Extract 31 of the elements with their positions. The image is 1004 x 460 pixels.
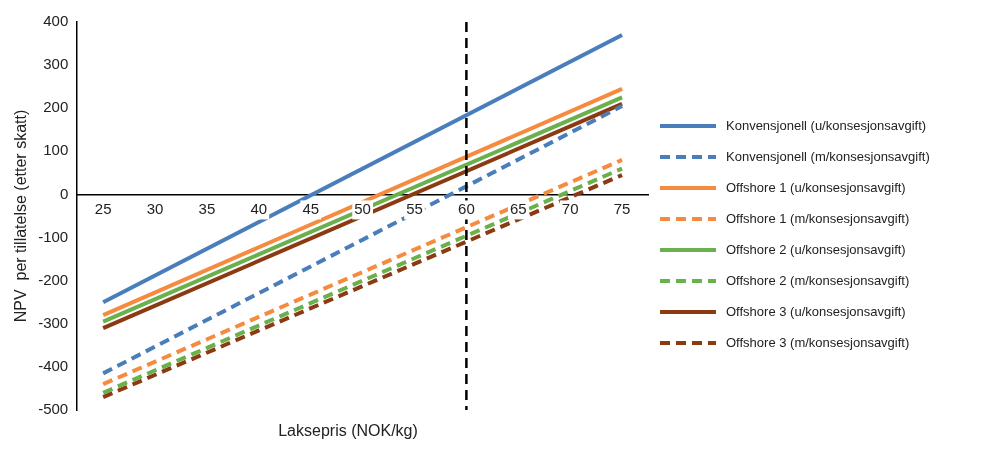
- x-tick-label: 45: [302, 200, 320, 218]
- legend-label: Offshore 2 (m/konsesjonsavgift): [726, 273, 910, 288]
- legend-label: Offshore 3 (u/konsesjonsavgift): [726, 304, 906, 319]
- x-tick-label: 25: [94, 200, 112, 218]
- y-tick-label: 400: [43, 12, 69, 30]
- y-axis-title: NPV per tillatelse (etter skatt): [12, 109, 30, 323]
- x-tick-label: 70: [561, 200, 579, 218]
- x-tick-label: 30: [146, 200, 164, 218]
- y-tick-label: -500: [38, 400, 69, 418]
- y-tick-label: 300: [43, 55, 69, 73]
- x-axis-title: Laksepris (NOK/kg): [277, 422, 419, 440]
- x-tick-label: 60: [458, 200, 475, 218]
- x-tick-label: 50: [354, 200, 371, 218]
- x-tick-label: 55: [406, 200, 423, 218]
- y-tick-label: 200: [43, 98, 69, 116]
- y-tick-label: 100: [43, 141, 69, 159]
- y-tick-label: -100: [38, 227, 69, 245]
- legend-label: Konvensjonell (u/konsesjonsavgift): [726, 118, 927, 133]
- legend-label: Offshore 2 (u/konsesjonsavgift): [726, 242, 906, 257]
- y-tick-label: -300: [38, 313, 69, 331]
- legend-label: Offshore 3 (m/konsesjonsavgift): [726, 335, 910, 350]
- y-tick-label: 0: [59, 184, 69, 202]
- x-tick-label: 65: [509, 200, 527, 218]
- y-tick-label: -200: [38, 270, 69, 288]
- x-tick-label: 35: [198, 200, 216, 218]
- y-tick-label: -400: [38, 357, 69, 375]
- x-tick-label: 40: [250, 200, 268, 218]
- legend-label: Konvensjonell (m/konsesjonsavgift): [726, 149, 930, 164]
- legend-label: Offshore 1 (u/konsesjonsavgift): [726, 180, 906, 195]
- x-tick-label: 75: [613, 200, 631, 218]
- legend-label: Offshore 1 (m/konsesjonsavgift): [726, 211, 910, 226]
